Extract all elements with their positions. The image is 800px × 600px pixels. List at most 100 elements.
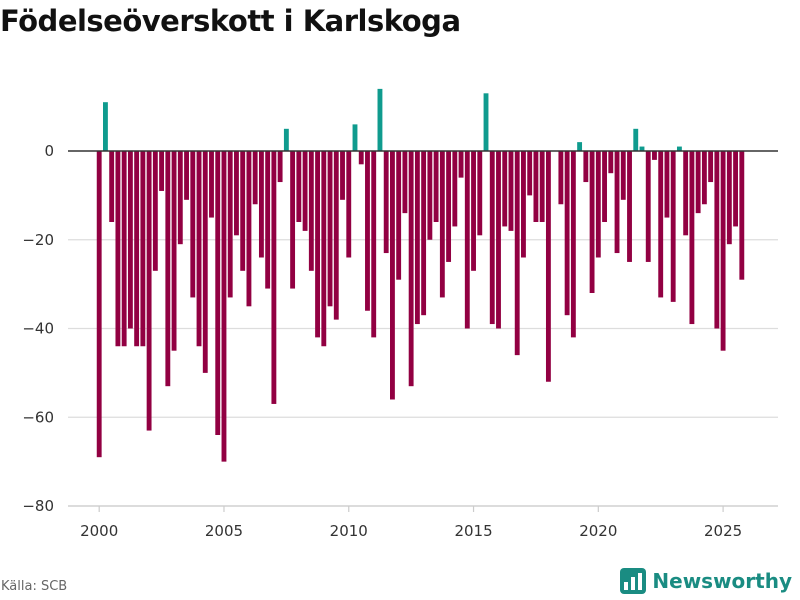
bar[interactable]: [464, 151, 470, 329]
bar[interactable]: [708, 151, 714, 183]
bar[interactable]: [639, 146, 645, 151]
bar[interactable]: [296, 151, 302, 222]
bar[interactable]: [271, 151, 277, 404]
bar[interactable]: [714, 151, 720, 329]
bar[interactable]: [645, 151, 651, 262]
bar[interactable]: [240, 151, 246, 271]
bar[interactable]: [321, 151, 327, 347]
bar[interactable]: [427, 151, 433, 240]
bar[interactable]: [521, 151, 526, 258]
bar[interactable]: [234, 151, 239, 236]
bar[interactable]: [333, 151, 339, 320]
bar[interactable]: [371, 151, 377, 338]
bar[interactable]: [695, 151, 701, 214]
bar[interactable]: [346, 151, 352, 258]
bar[interactable]: [365, 151, 370, 311]
bar[interactable]: [414, 151, 420, 325]
bar[interactable]: [614, 151, 620, 254]
bar[interactable]: [258, 151, 264, 258]
bar[interactable]: [676, 146, 682, 151]
bar[interactable]: [683, 151, 689, 236]
bar[interactable]: [196, 151, 202, 347]
bar[interactable]: [152, 151, 158, 271]
bar[interactable]: [595, 151, 601, 258]
brand-logo[interactable]: Newsworthy: [620, 568, 792, 594]
bar[interactable]: [652, 151, 657, 160]
bar[interactable]: [496, 151, 501, 329]
bar[interactable]: [283, 128, 289, 151]
bar[interactable]: [227, 151, 233, 298]
bar[interactable]: [215, 151, 221, 435]
bar[interactable]: [471, 151, 476, 271]
bar[interactable]: [96, 151, 102, 458]
bar[interactable]: [159, 151, 165, 191]
bar[interactable]: [165, 151, 171, 387]
bar[interactable]: [246, 151, 252, 307]
bar[interactable]: [508, 151, 514, 231]
bar[interactable]: [221, 151, 227, 462]
bar[interactable]: [627, 151, 632, 262]
bar[interactable]: [184, 151, 189, 200]
bar[interactable]: [533, 151, 539, 222]
bar[interactable]: [327, 151, 333, 307]
bar[interactable]: [589, 151, 595, 293]
bar[interactable]: [134, 151, 140, 347]
bar[interactable]: [433, 151, 439, 222]
bar[interactable]: [252, 151, 258, 205]
bar[interactable]: [583, 151, 589, 183]
bar[interactable]: [689, 151, 695, 325]
bar[interactable]: [527, 151, 533, 196]
bar[interactable]: [171, 151, 177, 351]
bar[interactable]: [446, 151, 452, 262]
bar[interactable]: [733, 151, 739, 227]
bar[interactable]: [502, 151, 508, 227]
bar[interactable]: [720, 151, 726, 351]
bar[interactable]: [452, 151, 458, 227]
bar[interactable]: [670, 151, 676, 302]
bar[interactable]: [140, 151, 146, 347]
bar[interactable]: [202, 151, 208, 373]
bar[interactable]: [265, 151, 271, 289]
bar[interactable]: [620, 151, 626, 200]
bar[interactable]: [109, 151, 115, 222]
bar[interactable]: [633, 128, 639, 151]
bar[interactable]: [545, 151, 551, 382]
bar[interactable]: [477, 151, 483, 236]
bar[interactable]: [558, 151, 564, 205]
bar[interactable]: [177, 151, 183, 245]
bar[interactable]: [190, 151, 196, 298]
bar[interactable]: [458, 151, 464, 178]
bar[interactable]: [402, 151, 408, 214]
bar[interactable]: [315, 151, 320, 338]
bar[interactable]: [302, 151, 308, 231]
bar[interactable]: [539, 151, 545, 222]
bar[interactable]: [209, 151, 214, 218]
bar[interactable]: [489, 151, 495, 325]
bar[interactable]: [664, 151, 670, 218]
bar[interactable]: [701, 151, 707, 205]
bar[interactable]: [739, 151, 745, 280]
bar[interactable]: [608, 151, 614, 174]
bar[interactable]: [570, 151, 576, 338]
bar[interactable]: [396, 151, 402, 280]
bar[interactable]: [514, 151, 520, 356]
bar[interactable]: [726, 151, 732, 245]
bar[interactable]: [115, 151, 121, 347]
bar[interactable]: [121, 151, 127, 347]
bar[interactable]: [340, 151, 345, 200]
bar[interactable]: [352, 124, 358, 152]
bar[interactable]: [483, 93, 489, 151]
bar[interactable]: [127, 151, 133, 329]
bar[interactable]: [277, 151, 283, 183]
bar[interactable]: [383, 151, 389, 254]
bar[interactable]: [377, 88, 383, 152]
bar[interactable]: [577, 142, 583, 152]
bar[interactable]: [658, 151, 664, 298]
bar[interactable]: [564, 151, 570, 316]
bar[interactable]: [390, 151, 395, 400]
bar[interactable]: [358, 151, 364, 165]
bar[interactable]: [439, 151, 445, 298]
bar[interactable]: [146, 151, 152, 431]
bar[interactable]: [408, 151, 414, 387]
bar[interactable]: [290, 151, 296, 289]
